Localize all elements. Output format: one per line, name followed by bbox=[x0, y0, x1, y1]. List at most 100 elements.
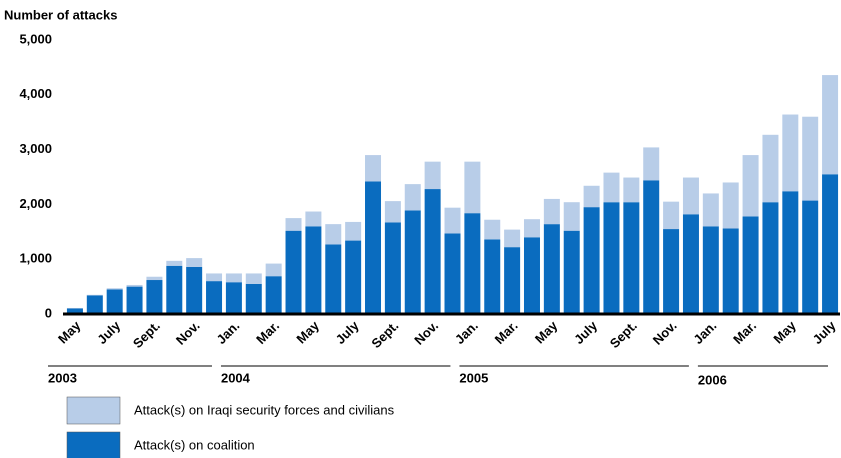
bar-segment bbox=[543, 224, 560, 314]
bar-segment bbox=[206, 281, 223, 314]
bar-segment bbox=[762, 202, 779, 314]
y-tick-label: 4,000 bbox=[19, 86, 52, 101]
bar-segment bbox=[404, 210, 421, 314]
bar-segment bbox=[225, 282, 242, 314]
bar-segment bbox=[802, 200, 819, 314]
bar-segment bbox=[682, 214, 699, 314]
y-tick-label: 5,000 bbox=[19, 31, 52, 46]
bar-segment bbox=[663, 201, 680, 230]
x-tick-label: Jan. bbox=[690, 318, 719, 347]
bar-segment bbox=[384, 201, 401, 223]
year-label: 2005 bbox=[459, 370, 488, 385]
bar-segment bbox=[444, 233, 461, 314]
x-tick-label: May bbox=[55, 317, 84, 346]
bar-segment bbox=[126, 284, 143, 287]
bar-segment bbox=[702, 226, 719, 314]
y-axis-label: Number of attacks bbox=[4, 7, 117, 22]
x-tick-label: Nov. bbox=[173, 318, 203, 348]
bar-segment bbox=[663, 229, 680, 314]
bar-segment bbox=[702, 193, 719, 227]
bar-segment bbox=[603, 202, 620, 314]
bar-segment bbox=[245, 283, 262, 314]
legend-label: Attack(s) on Iraqi security forces and c… bbox=[134, 402, 395, 417]
bar-segment bbox=[146, 276, 163, 281]
bar-segment bbox=[285, 218, 302, 231]
x-tick-label: July bbox=[571, 317, 601, 347]
bar-segment bbox=[325, 244, 342, 314]
y-tick-label: 1,000 bbox=[19, 251, 52, 266]
bar-segment bbox=[345, 221, 362, 241]
bar-segment bbox=[305, 226, 322, 314]
bar-segment bbox=[265, 263, 282, 277]
bar-segment bbox=[206, 273, 223, 282]
x-tick-label: Sept. bbox=[368, 318, 401, 351]
x-tick-label: Sept. bbox=[130, 318, 163, 351]
x-tick-label: May bbox=[293, 317, 322, 346]
bar-segment bbox=[782, 191, 799, 314]
x-tick-label: Mar. bbox=[492, 318, 521, 347]
bar-segment bbox=[802, 116, 819, 201]
x-tick-label: Jan. bbox=[452, 318, 481, 347]
y-tick-label: 3,000 bbox=[19, 141, 52, 156]
bar-segment bbox=[623, 177, 640, 203]
bar-segment bbox=[504, 247, 521, 314]
x-tick-label: May bbox=[532, 317, 561, 346]
bar-segment bbox=[305, 211, 322, 227]
bar-segment bbox=[66, 308, 83, 314]
bar-segment bbox=[166, 260, 183, 266]
bar-segment bbox=[603, 172, 620, 203]
bar-segment bbox=[126, 286, 143, 314]
bar-segment bbox=[106, 289, 123, 314]
bar-segment bbox=[285, 230, 302, 314]
x-tick-label: May bbox=[770, 317, 799, 346]
bar-segment bbox=[643, 180, 660, 314]
bar-segment bbox=[742, 155, 759, 217]
x-tick-label: Jan. bbox=[213, 318, 242, 347]
year-label: 2004 bbox=[221, 370, 251, 385]
bar-segment bbox=[742, 216, 759, 314]
bar-segment bbox=[146, 280, 163, 314]
x-tick-label: Sept. bbox=[607, 318, 640, 351]
bar-segment bbox=[66, 307, 83, 309]
y-tick-label: 2,000 bbox=[19, 196, 52, 211]
bar-segment bbox=[464, 161, 481, 214]
bar-segment bbox=[762, 134, 779, 203]
bar-segment bbox=[722, 228, 739, 314]
x-tick-label: July bbox=[333, 317, 363, 347]
bar-segment bbox=[504, 229, 521, 248]
bar-segment bbox=[563, 202, 580, 231]
bar-segment bbox=[86, 295, 103, 314]
bar-segment bbox=[106, 288, 123, 290]
bar-segment bbox=[583, 207, 600, 314]
bar-segment bbox=[782, 114, 799, 192]
bar-segment bbox=[186, 258, 203, 267]
bar-segment bbox=[623, 202, 640, 314]
bar-segment bbox=[583, 185, 600, 208]
x-tick-label: Mar. bbox=[730, 318, 759, 347]
bar-segment bbox=[563, 230, 580, 314]
year-label: 2003 bbox=[48, 370, 77, 385]
bar-segment bbox=[384, 222, 401, 314]
bar-segment bbox=[404, 184, 421, 211]
bar-segment bbox=[365, 181, 382, 314]
bar-segment bbox=[265, 276, 282, 314]
bar-segment bbox=[822, 174, 839, 314]
bar-segment bbox=[484, 239, 501, 314]
bar-segment bbox=[523, 237, 540, 314]
bar-segment bbox=[365, 155, 382, 182]
bar-segment bbox=[345, 240, 362, 314]
bar-segment bbox=[166, 265, 183, 314]
bar-segment bbox=[464, 213, 481, 314]
x-tick-label: July bbox=[94, 317, 124, 347]
bar-segment bbox=[325, 224, 342, 245]
bar-segment bbox=[682, 177, 699, 215]
x-tick-label: July bbox=[810, 317, 840, 347]
y-tick-label: 0 bbox=[45, 305, 52, 320]
legend-label: Attack(s) on coalition bbox=[134, 437, 255, 452]
x-tick-label: Mar. bbox=[253, 318, 282, 347]
bar-segment bbox=[643, 147, 660, 181]
x-tick-label: Nov. bbox=[650, 318, 680, 348]
bar-segment bbox=[245, 273, 262, 284]
bar-segment bbox=[444, 207, 461, 234]
